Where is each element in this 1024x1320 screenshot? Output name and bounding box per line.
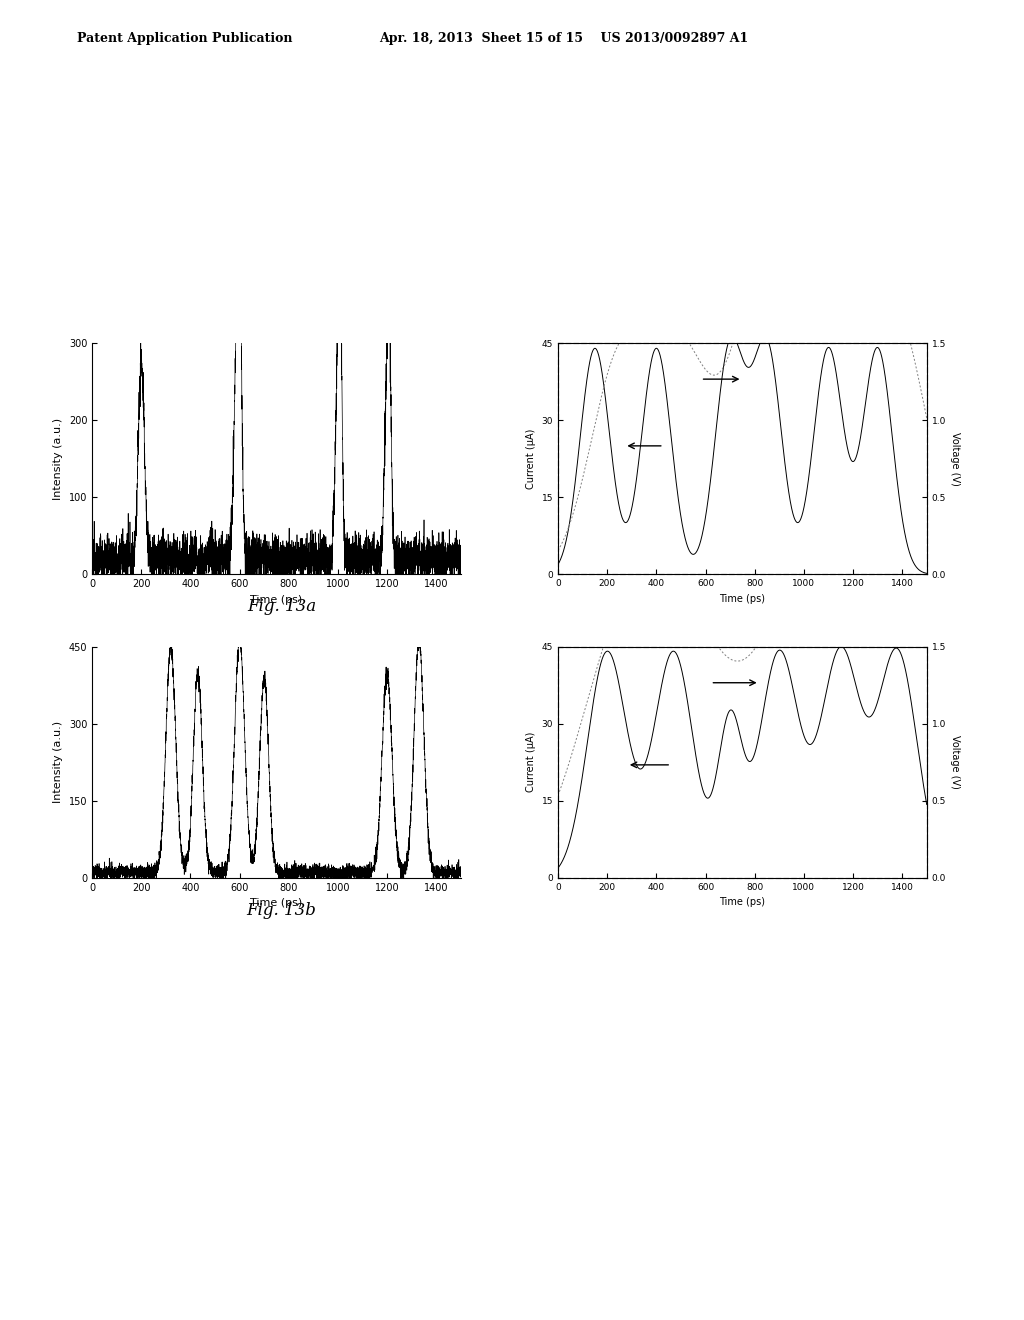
Y-axis label: Current (μA): Current (μA) bbox=[526, 429, 537, 488]
Y-axis label: Current (μA): Current (μA) bbox=[526, 733, 537, 792]
Y-axis label: Voltage (V): Voltage (V) bbox=[950, 432, 959, 486]
X-axis label: Time (ps): Time (ps) bbox=[720, 898, 765, 907]
Text: Patent Application Publication: Patent Application Publication bbox=[77, 32, 292, 45]
Y-axis label: Intensity (a.u.): Intensity (a.u.) bbox=[53, 721, 63, 804]
Y-axis label: Intensity (a.u.): Intensity (a.u.) bbox=[53, 417, 63, 500]
X-axis label: Time (ps): Time (ps) bbox=[250, 594, 303, 605]
Text: Apr. 18, 2013  Sheet 15 of 15    US 2013/0092897 A1: Apr. 18, 2013 Sheet 15 of 15 US 2013/009… bbox=[379, 32, 749, 45]
X-axis label: Time (ps): Time (ps) bbox=[250, 898, 303, 908]
Text: Fig. 13a: Fig. 13a bbox=[247, 598, 316, 615]
Text: Fig. 13b: Fig. 13b bbox=[247, 902, 316, 919]
X-axis label: Time (ps): Time (ps) bbox=[720, 594, 765, 603]
Y-axis label: Voltage (V): Voltage (V) bbox=[950, 735, 959, 789]
